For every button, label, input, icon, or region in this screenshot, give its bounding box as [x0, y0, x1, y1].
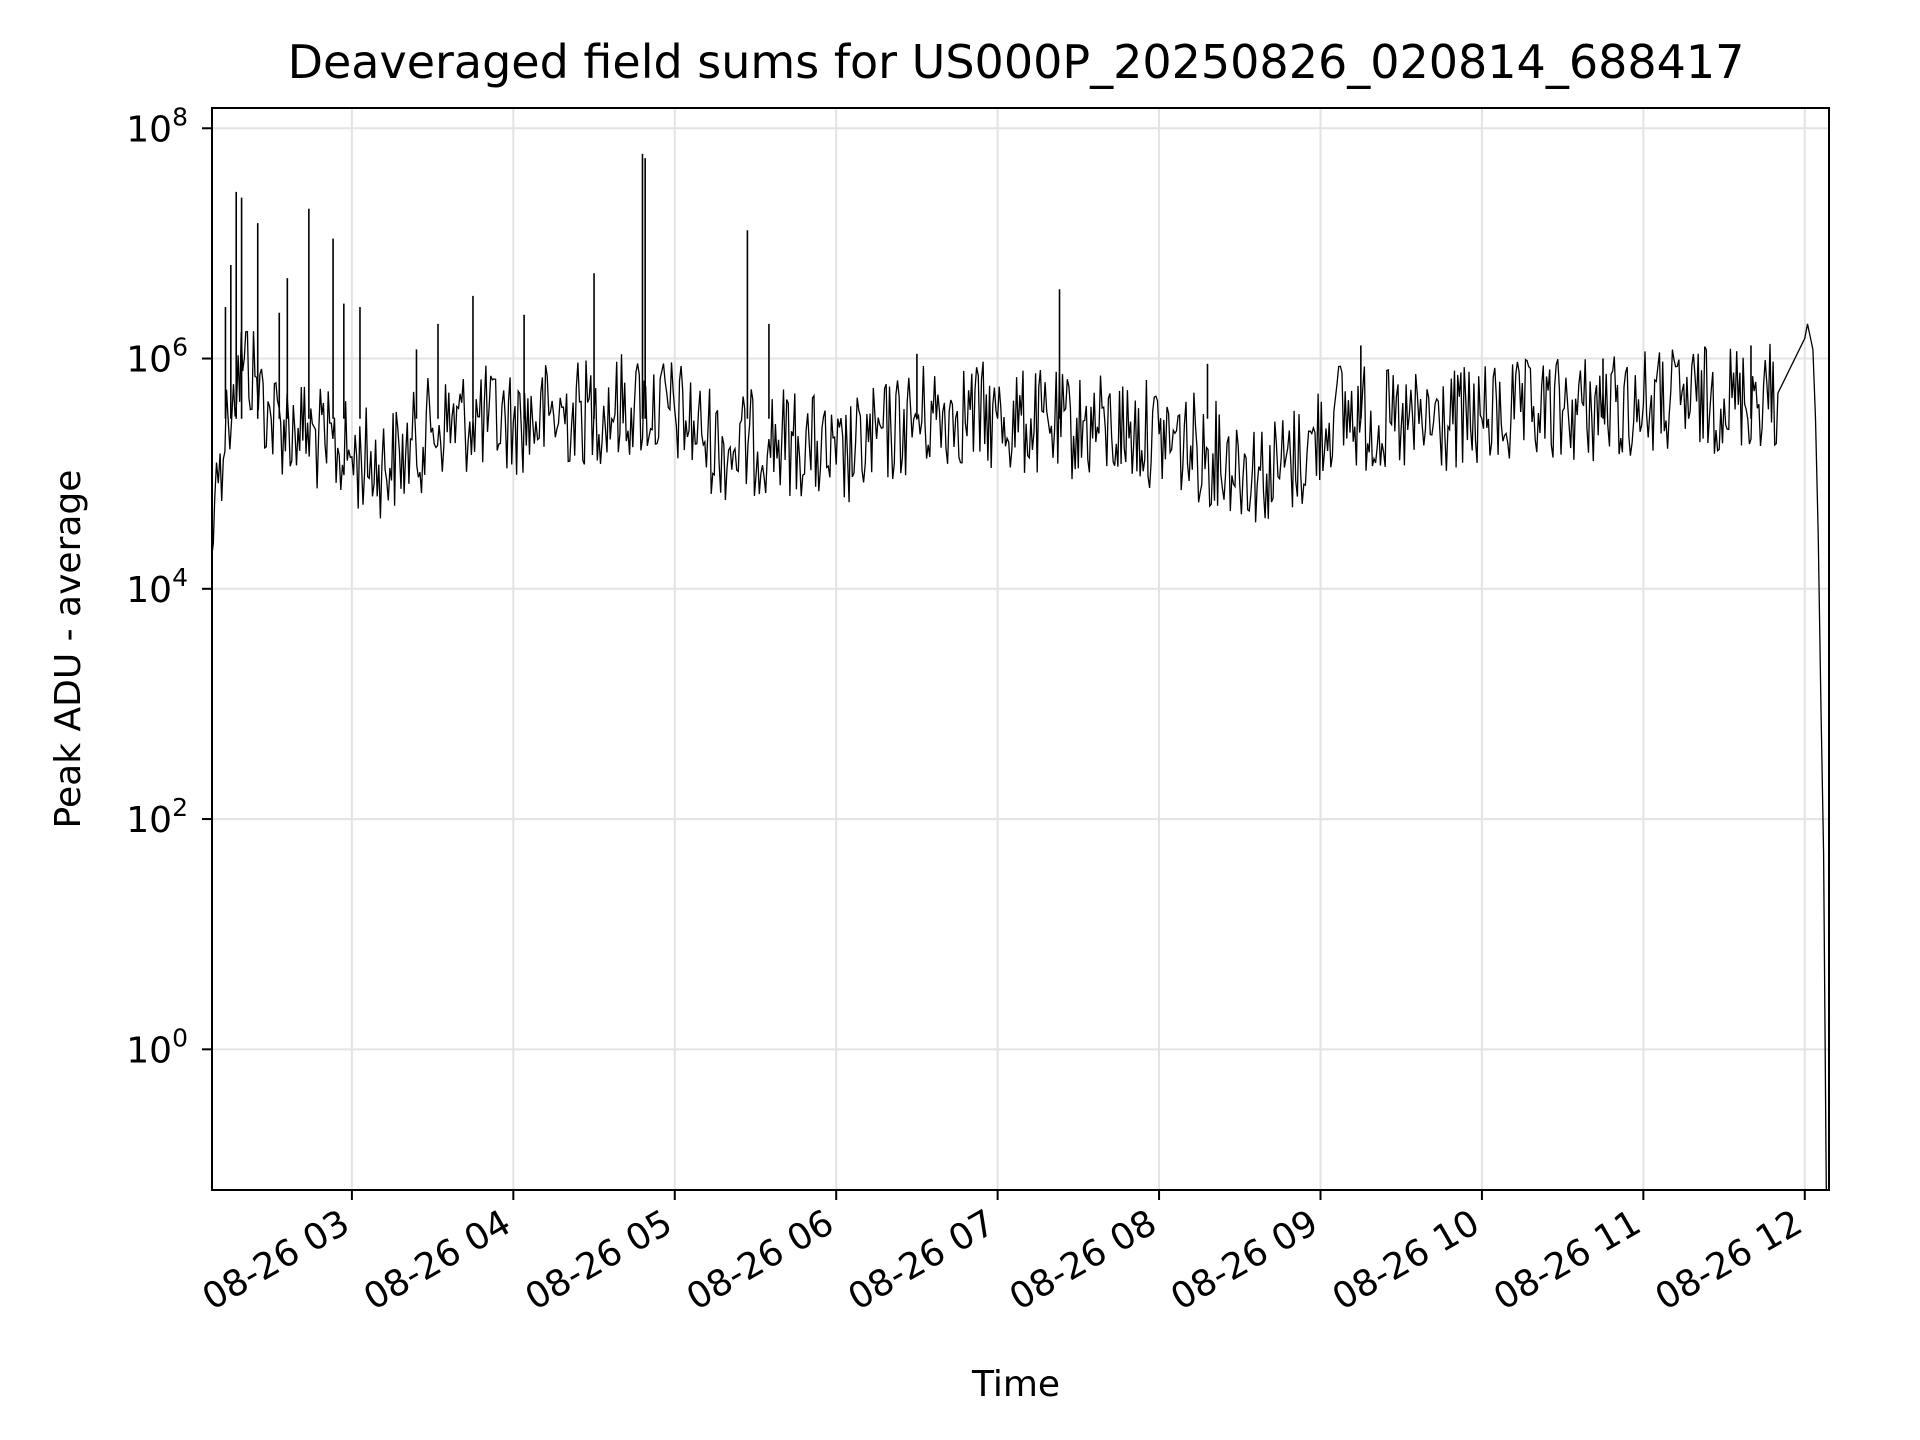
chart-title: Deaveraged field sums for US000P_2025082… [288, 35, 1745, 89]
y-axis-label: Peak ADU - average [48, 470, 89, 829]
series-line [211, 323, 1827, 1191]
x-axis-label: Time [971, 1364, 1060, 1405]
series-group [211, 153, 1827, 1191]
grid [212, 108, 1829, 1190]
y-tick-label: 102 [126, 793, 188, 841]
y-tick-label: 100 [126, 1023, 188, 1071]
plot-frame [211, 107, 1830, 1191]
y-tick-label: 106 [126, 333, 188, 381]
y-tick-label: 104 [126, 563, 188, 611]
